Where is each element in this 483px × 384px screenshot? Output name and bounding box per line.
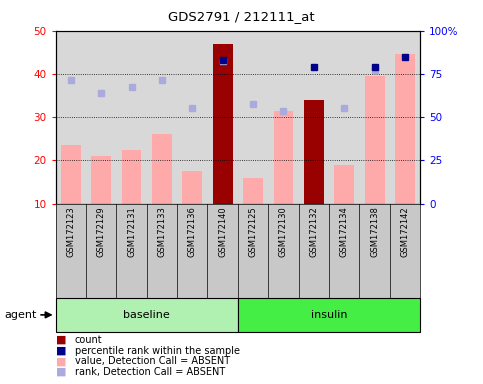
Bar: [152, 134, 172, 204]
Text: GSM172133: GSM172133: [157, 206, 167, 257]
Text: ■: ■: [56, 356, 66, 366]
Text: ■: ■: [56, 335, 66, 345]
Text: GSM172130: GSM172130: [279, 206, 288, 257]
Text: value, Detection Call = ABSENT: value, Detection Call = ABSENT: [75, 356, 230, 366]
Text: insulin: insulin: [311, 310, 347, 320]
Bar: [238, 298, 420, 332]
Text: percentile rank within the sample: percentile rank within the sample: [75, 346, 240, 356]
Text: GSM172134: GSM172134: [340, 206, 349, 257]
Bar: [395, 55, 415, 204]
Bar: [365, 76, 384, 204]
Text: ■: ■: [56, 367, 66, 377]
Bar: [273, 111, 293, 204]
Text: GSM172125: GSM172125: [249, 206, 257, 257]
Text: count: count: [75, 335, 102, 345]
Text: ■: ■: [56, 346, 66, 356]
Text: agent: agent: [5, 310, 37, 320]
Bar: [56, 298, 238, 332]
Bar: [61, 145, 81, 204]
Text: GSM172140: GSM172140: [218, 206, 227, 257]
Bar: [243, 177, 263, 204]
Bar: [334, 165, 354, 204]
Bar: [91, 156, 111, 204]
Bar: [122, 149, 142, 204]
Text: rank, Detection Call = ABSENT: rank, Detection Call = ABSENT: [75, 367, 225, 377]
Text: GSM172132: GSM172132: [309, 206, 318, 257]
Bar: [213, 44, 232, 204]
Text: GSM172123: GSM172123: [66, 206, 75, 257]
Bar: [304, 100, 324, 204]
Bar: [183, 171, 202, 204]
Text: GSM172129: GSM172129: [97, 206, 106, 257]
Text: baseline: baseline: [123, 310, 170, 320]
Text: GSM172142: GSM172142: [400, 206, 410, 257]
Text: GDS2791 / 212111_at: GDS2791 / 212111_at: [168, 10, 315, 23]
Text: GSM172138: GSM172138: [370, 206, 379, 257]
Text: GSM172131: GSM172131: [127, 206, 136, 257]
Text: GSM172136: GSM172136: [188, 206, 197, 257]
